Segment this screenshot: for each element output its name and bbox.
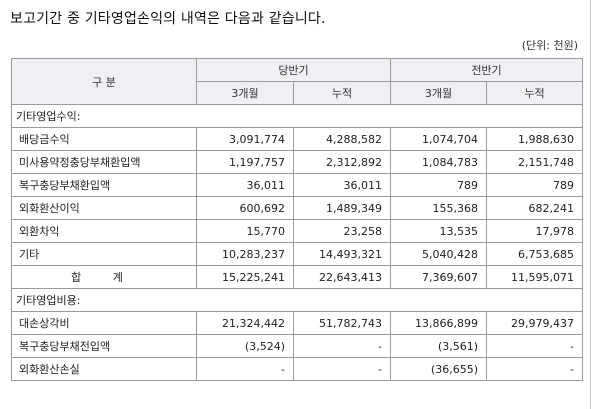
cell-value: 155,368: [390, 196, 487, 220]
cell-value: 17,978: [486, 219, 583, 243]
cell-value: 13,866,899: [390, 311, 487, 335]
unit-label: (단위: 천원): [521, 39, 578, 52]
row-label: 미사용약정충당부채환입액: [11, 150, 197, 174]
header-previous-period: 전반기: [390, 58, 583, 82]
cell-value: (36,655): [390, 357, 487, 381]
header-previous-cumulative: 누적: [486, 81, 583, 105]
cell-value: 14,493,321: [293, 242, 391, 266]
total-value: 15,225,241: [196, 265, 294, 289]
header-current-period: 당반기: [196, 58, 391, 82]
cell-value: 682,241: [486, 196, 583, 220]
total-row: 합 계 15,225,241 22,643,413 7,369,607 11,5…: [11, 265, 583, 289]
cell-value: 2,151,748: [486, 150, 583, 174]
header-previous-3months: 3개월: [390, 81, 487, 105]
row-label: 외화환산손실: [11, 357, 197, 381]
header-row-2: 3개월 누적 3개월 누적: [12, 81, 583, 105]
cell-value: 789: [486, 173, 583, 197]
cell-value: 36,011: [293, 173, 391, 197]
row-label: 대손상각비: [11, 311, 197, 335]
row-label: 복구충당부채전입액: [11, 334, 197, 358]
header-category: 구 분: [11, 58, 197, 105]
cell-value: (3,561): [390, 334, 487, 358]
cell-value: 36,011: [196, 173, 294, 197]
header-current-3months: 3개월: [196, 81, 294, 105]
section-title-row: 기타영업수익:: [11, 104, 583, 128]
other-operating-income-table: 구 분 당반기 전반기 3개월 누적 3개월 누적 기타영업수익: 배당금수익 …: [11, 58, 583, 381]
table-row: 배당금수익 3,091,774 4,288,582 1,074,704 1,98…: [11, 127, 583, 151]
cell-value: 21,324,442: [196, 311, 294, 335]
cell-value: 23,258: [293, 219, 391, 243]
row-label: 외화환산이익: [11, 196, 197, 220]
table-row: 외화환산손실 - - (36,655) -: [11, 357, 583, 381]
cell-value: 1,197,757: [196, 150, 294, 174]
cell-value: 6,753,685: [486, 242, 583, 266]
cell-value: (3,524): [196, 334, 294, 358]
cell-value: -: [486, 334, 583, 358]
cell-value: 13,535: [390, 219, 487, 243]
cell-value: 51,782,743: [293, 311, 391, 335]
table-row: 복구충당부채전입액 (3,524) - (3,561) -: [11, 334, 583, 358]
cell-value: 3,091,774: [196, 127, 294, 151]
total-value: 7,369,607: [390, 265, 487, 289]
header-current-cumulative: 누적: [293, 81, 391, 105]
page-heading: 보고기간 중 기타영업손익의 내역은 다음과 같습니다.: [10, 11, 326, 27]
cell-value: -: [196, 357, 294, 381]
table-row: 대손상각비 21,324,442 51,782,743 13,866,899 2…: [11, 311, 583, 335]
cell-value: 29,979,437: [486, 311, 583, 335]
cell-value: 1,489,349: [293, 196, 391, 220]
table-row: 기타 10,283,237 14,493,321 5,040,428 6,753…: [11, 242, 583, 266]
cell-value: 1,084,783: [390, 150, 487, 174]
row-label: 배당금수익: [11, 127, 197, 151]
header-row-1: 구 분 당반기 전반기: [11, 58, 583, 105]
cell-value: 1,074,704: [390, 127, 487, 151]
table-row: 외환차익 15,770 23,258 13,535 17,978: [11, 219, 583, 243]
row-label: 외환차익: [11, 219, 197, 243]
cell-value: -: [293, 357, 391, 381]
cell-value: -: [293, 334, 391, 358]
section-title-row: 기타영업비용:: [11, 288, 583, 312]
table-row: 미사용약정충당부채환입액 1,197,757 2,312,892 1,084,7…: [11, 150, 583, 174]
total-value: 11,595,071: [486, 265, 583, 289]
table-row: 외화환산이익 600,692 1,489,349 155,368 682,241: [11, 196, 583, 220]
cell-value: 2,312,892: [293, 150, 391, 174]
cell-value: 5,040,428: [390, 242, 487, 266]
row-label: 복구충당부채환입액: [11, 173, 197, 197]
cell-value: 600,692: [196, 196, 294, 220]
total-value: 22,643,413: [293, 265, 391, 289]
cell-value: 789: [390, 173, 487, 197]
section-title-income: 기타영업수익:: [11, 104, 583, 128]
cell-value: 1,988,630: [486, 127, 583, 151]
cell-value: 15,770: [196, 219, 294, 243]
cell-value: 10,283,237: [196, 242, 294, 266]
table-row: 복구충당부채환입액 36,011 36,011 789 789: [11, 173, 583, 197]
cell-value: -: [486, 357, 583, 381]
section-title-expense: 기타영업비용:: [11, 288, 583, 312]
page-edge-divider: [590, 0, 591, 409]
row-label: 기타: [11, 242, 197, 266]
cell-value: 4,288,582: [293, 127, 391, 151]
total-label: 합 계: [11, 265, 197, 289]
